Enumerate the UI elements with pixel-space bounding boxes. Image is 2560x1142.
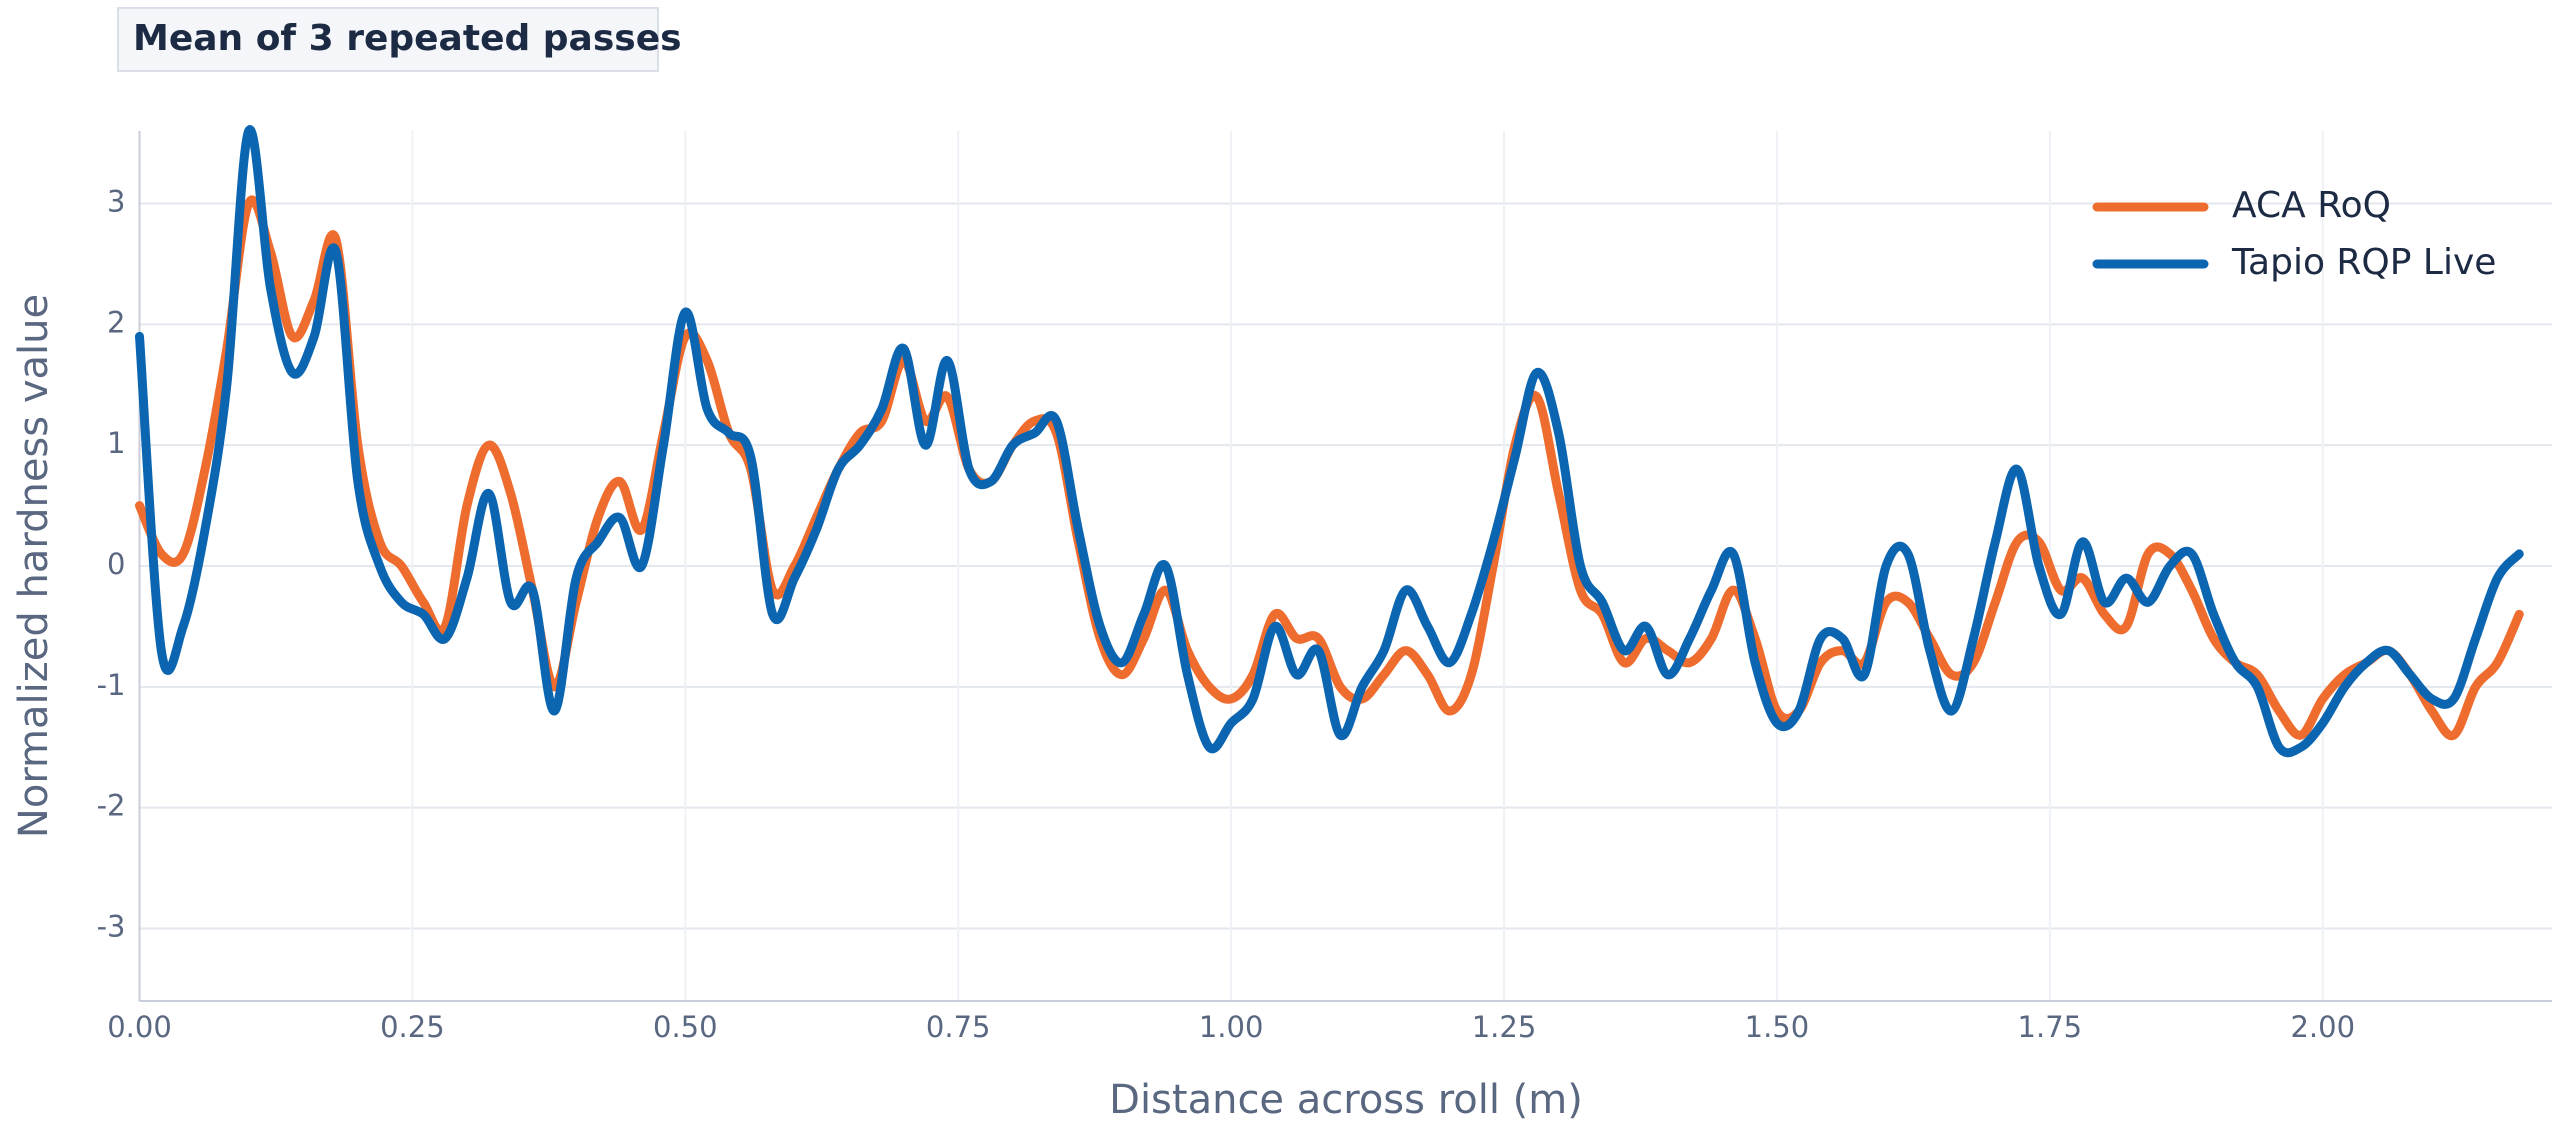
legend-label: Tapio RQP Live	[2231, 242, 2496, 283]
title-box	[117, 7, 659, 72]
x-axis-title: Distance across roll (m)	[1109, 1077, 1583, 1123]
y-tick-label: -2	[97, 789, 126, 823]
x-tick-label: 1.25	[1472, 1010, 1537, 1044]
chart-title: Mean of 3 repeated passes	[133, 18, 682, 59]
y-tick-label: 1	[107, 426, 125, 460]
x-tick-label: 0.00	[107, 1010, 172, 1044]
x-tick-label: 1.00	[1199, 1010, 1264, 1044]
x-tick-label: 2.00	[2290, 1010, 2355, 1044]
y-tick-label: 2	[107, 305, 125, 339]
x-tick-label: 0.25	[380, 1010, 445, 1044]
series-line	[135, 125, 2524, 758]
x-tick-label: 0.75	[926, 1010, 991, 1044]
legend-label: ACA RoQ	[2232, 185, 2391, 226]
x-tick-label: 1.50	[1745, 1010, 1810, 1044]
y-tick-label: -1	[97, 668, 126, 702]
y-tick-label: -3	[97, 910, 126, 944]
x-tick-label: 0.50	[653, 1010, 718, 1044]
y-axis-title: Normalized hardness value	[11, 294, 57, 838]
y-tick-label: 3	[107, 185, 125, 219]
series-line	[135, 195, 2524, 741]
x-tick-label: 1.75	[2018, 1010, 2083, 1044]
y-tick-label: 0	[107, 547, 125, 581]
